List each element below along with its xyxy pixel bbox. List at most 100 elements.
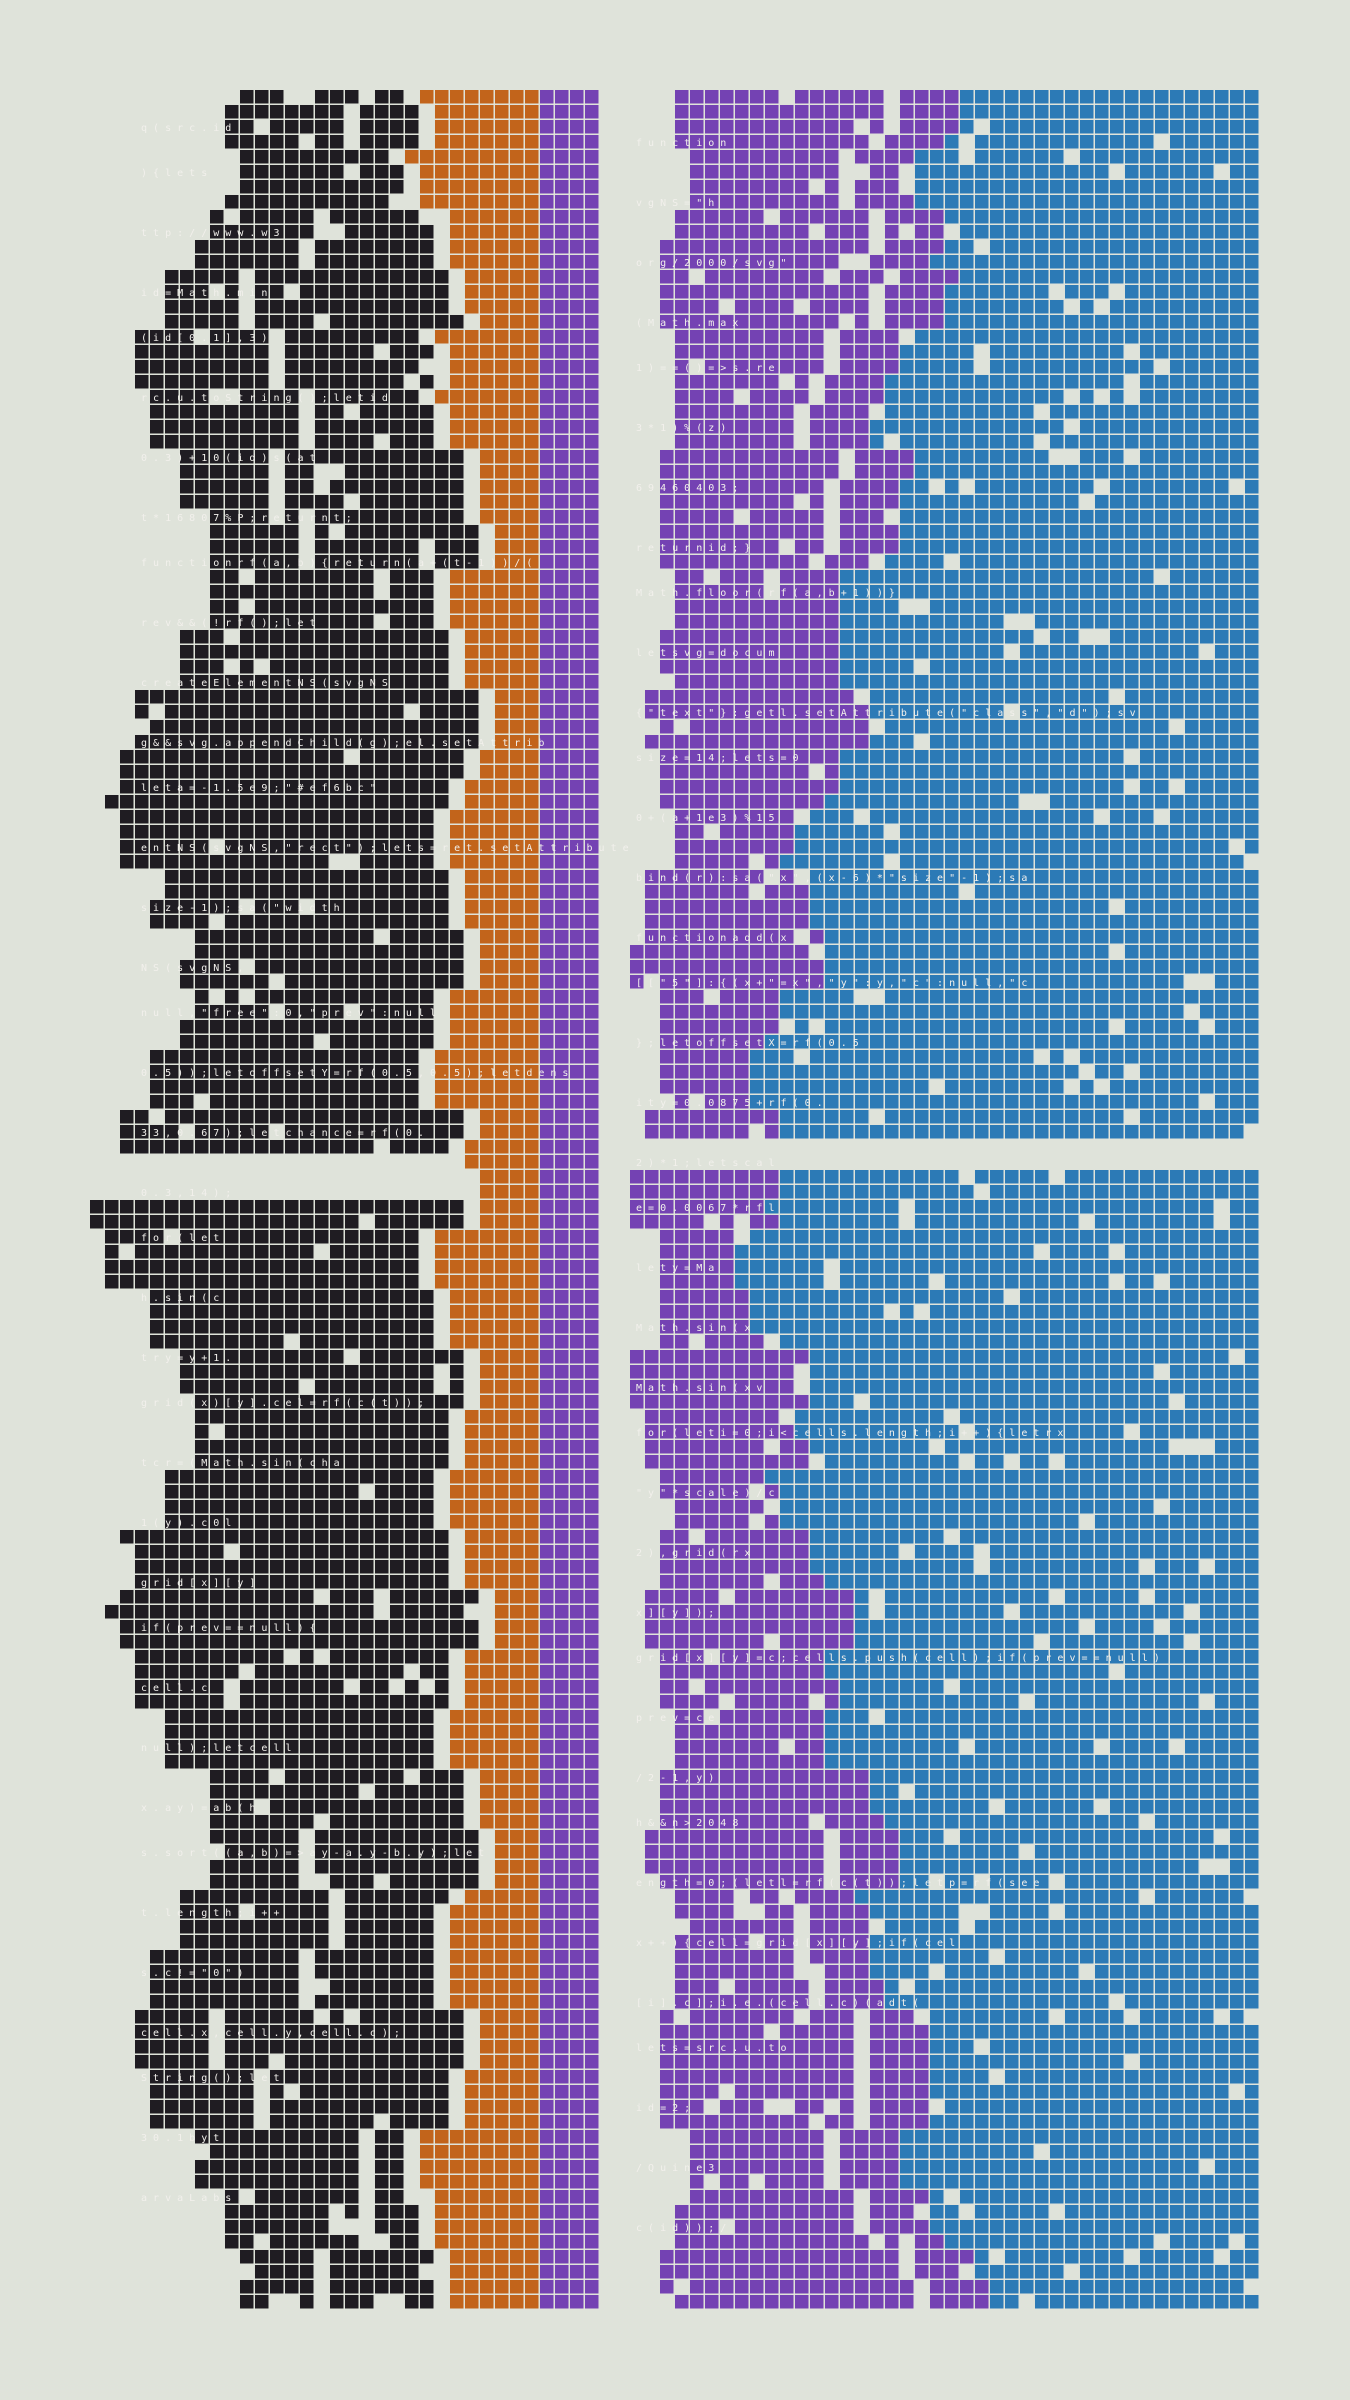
mosaic-cell <box>750 105 764 119</box>
mosaic-cell <box>1125 120 1139 134</box>
mosaic-cell <box>1245 660 1259 674</box>
mosaic-cell <box>315 1125 329 1139</box>
mosaic-cell <box>750 420 764 434</box>
mosaic-cell <box>1245 960 1259 974</box>
mosaic-cell <box>540 690 554 704</box>
mosaic-cell <box>855 1050 869 1064</box>
mosaic-cell <box>330 585 344 599</box>
mosaic-cell <box>825 675 839 689</box>
mosaic-cell <box>555 810 569 824</box>
mosaic-cell <box>690 1080 704 1094</box>
mosaic-cell <box>1200 1245 1214 1259</box>
mosaic-cell <box>570 1110 584 1124</box>
mosaic-cell <box>1230 1095 1244 1109</box>
mosaic-cell <box>690 885 704 899</box>
mosaic-cell <box>945 330 959 344</box>
mosaic-cell <box>900 120 914 134</box>
mosaic-cell <box>1125 1020 1139 1034</box>
mosaic-cell <box>705 210 719 224</box>
mosaic-cell <box>1110 1005 1124 1019</box>
mosaic-cell <box>840 555 854 569</box>
mosaic-cell <box>885 990 899 1004</box>
mosaic-cell <box>900 555 914 569</box>
mosaic-cell <box>1035 375 1049 389</box>
mosaic-cell <box>1110 675 1124 689</box>
mosaic-cell <box>870 195 884 209</box>
mosaic-cell <box>1215 660 1229 674</box>
mosaic-cell <box>765 510 779 524</box>
mosaic-cell <box>1215 810 1229 824</box>
mosaic-cell <box>585 1035 599 1049</box>
mosaic-cell <box>900 675 914 689</box>
mosaic-cell <box>360 345 374 359</box>
mosaic-cell <box>840 1245 854 1259</box>
mosaic-cell <box>900 210 914 224</box>
mosaic-cell <box>840 690 854 704</box>
mosaic-cell <box>450 1050 464 1064</box>
mosaic-cell <box>1215 360 1229 374</box>
mosaic-cell <box>1050 465 1064 479</box>
mosaic-cell <box>1215 1020 1229 1034</box>
mosaic-cell <box>900 420 914 434</box>
mosaic-cell <box>240 915 254 929</box>
mosaic-cell <box>585 270 599 284</box>
mosaic-cell <box>1050 885 1064 899</box>
mosaic-cell <box>675 1125 689 1139</box>
mosaic-cell <box>660 240 674 254</box>
mosaic-cell <box>1200 720 1214 734</box>
mosaic-cell <box>540 1080 554 1094</box>
mosaic-cell <box>360 165 374 179</box>
mosaic-cell <box>1230 765 1244 779</box>
mosaic-cell <box>915 345 929 359</box>
mosaic-cell <box>975 765 989 779</box>
mosaic-cell <box>585 195 599 209</box>
mosaic-cell <box>210 315 224 329</box>
mosaic-cell <box>345 90 359 104</box>
mosaic-cell <box>570 240 584 254</box>
mosaic-cell <box>1020 705 1034 719</box>
mosaic-cell <box>750 1080 764 1094</box>
mosaic-cell <box>210 900 224 914</box>
mosaic-cell <box>495 450 509 464</box>
mosaic-cell <box>240 405 254 419</box>
mosaic-cell <box>510 405 524 419</box>
mosaic-cell <box>240 825 254 839</box>
mosaic-cell <box>120 1260 134 1274</box>
mosaic-cell <box>585 675 599 689</box>
mosaic-cell <box>270 285 284 299</box>
mosaic-cell <box>1020 1170 1034 1184</box>
mosaic-cell <box>930 585 944 599</box>
mosaic-cell <box>300 870 314 884</box>
mosaic-cell <box>1065 795 1079 809</box>
mosaic-cell <box>1035 390 1049 404</box>
mosaic-cell <box>420 825 434 839</box>
mosaic-cell <box>660 900 674 914</box>
mosaic-cell <box>1020 645 1034 659</box>
mosaic-cell <box>1125 525 1139 539</box>
mosaic-cell <box>720 1065 734 1079</box>
mosaic-cell <box>510 315 524 329</box>
mosaic-cell <box>720 1260 734 1274</box>
mosaic-cell <box>510 600 524 614</box>
mosaic-cell <box>750 180 764 194</box>
mosaic-cell <box>945 255 959 269</box>
mosaic-cell <box>510 255 524 269</box>
mosaic-cell <box>285 330 299 344</box>
mosaic-cell <box>645 1200 659 1214</box>
mosaic-cell <box>1125 630 1139 644</box>
mosaic-cell <box>1185 1170 1199 1184</box>
mosaic-cell <box>885 1035 899 1049</box>
mosaic-cell <box>945 150 959 164</box>
mosaic-cell <box>585 1050 599 1064</box>
mosaic-cell <box>585 1080 599 1094</box>
mosaic-cell <box>1170 135 1184 149</box>
mosaic-cell <box>690 315 704 329</box>
mosaic-cell <box>285 315 299 329</box>
mosaic-cell <box>480 930 494 944</box>
mosaic-cell <box>1125 1200 1139 1214</box>
mosaic-cell <box>735 870 749 884</box>
mosaic-cell <box>930 675 944 689</box>
mosaic-cell <box>360 1275 374 1289</box>
mosaic-cell <box>1110 735 1124 749</box>
mosaic-cell <box>1185 525 1199 539</box>
